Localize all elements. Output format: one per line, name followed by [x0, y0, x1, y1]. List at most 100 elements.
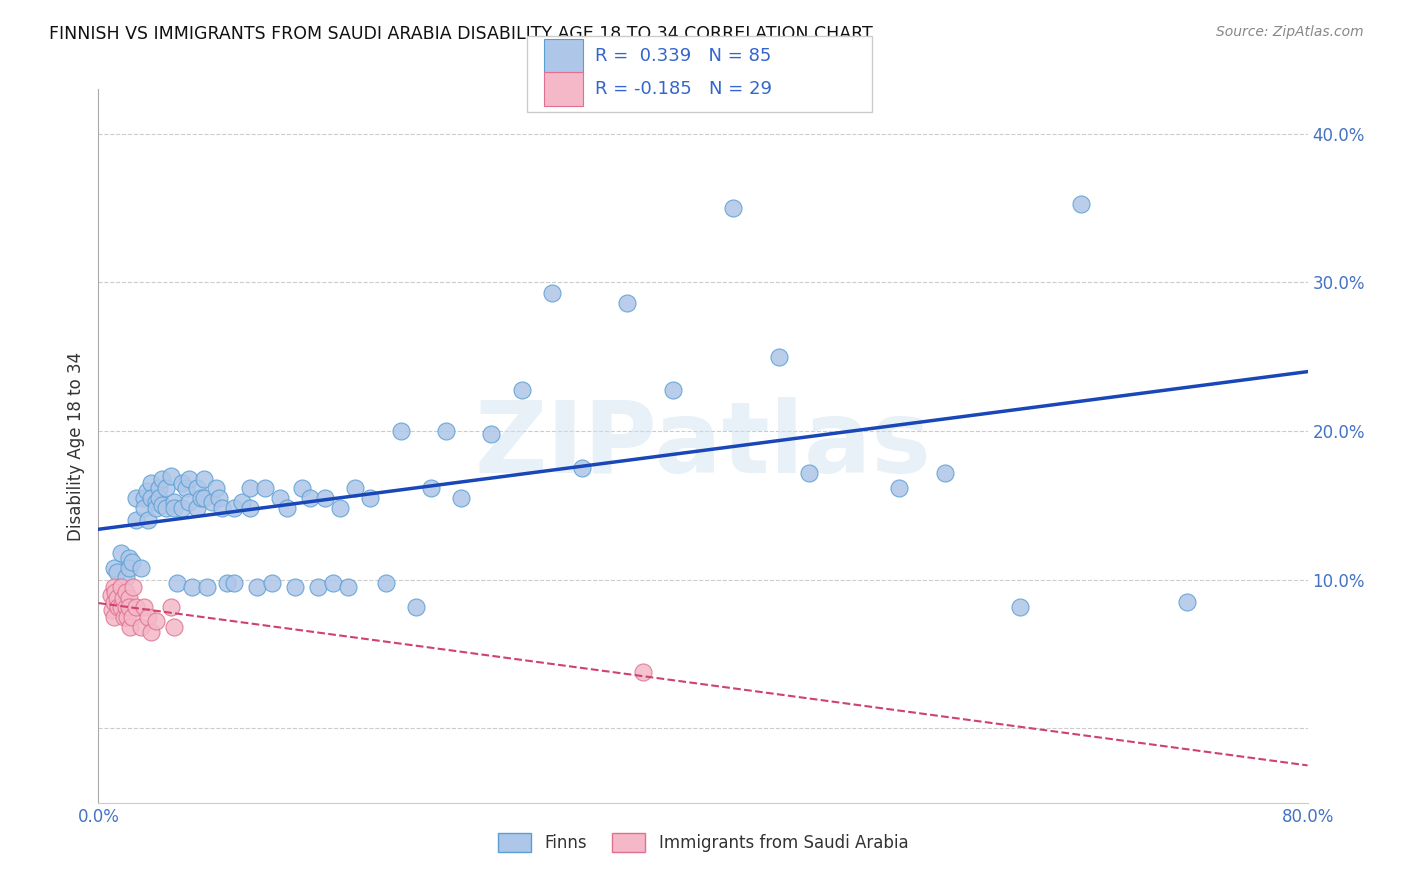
Point: [132, 491, 155, 505]
Point: [420, 481, 443, 495]
Point: [118, 550, 141, 565]
Point: [150, 472, 173, 486]
Point: [141, 476, 163, 491]
Point: [181, 580, 204, 594]
Point: [1070, 196, 1092, 211]
Point: [145, 495, 167, 509]
Point: [114, 570, 136, 584]
Point: [889, 481, 911, 495]
Point: [224, 575, 246, 590]
Point: [110, 599, 132, 614]
Text: ZIPatlas: ZIPatlas: [475, 398, 931, 494]
Point: [262, 575, 284, 590]
Point: [174, 481, 197, 495]
Point: [141, 624, 163, 639]
Point: [193, 472, 215, 486]
Point: [111, 591, 134, 605]
Point: [121, 555, 143, 569]
Point: [291, 481, 314, 495]
Point: [160, 599, 183, 614]
Point: [239, 501, 262, 516]
Text: Source: ZipAtlas.com: Source: ZipAtlas.com: [1216, 25, 1364, 39]
Point: [103, 610, 125, 624]
Point: [118, 599, 141, 614]
Point: [163, 620, 186, 634]
Point: [284, 580, 307, 594]
Point: [114, 584, 136, 599]
Point: [510, 383, 533, 397]
Point: [389, 424, 412, 438]
Point: [631, 665, 654, 679]
Point: [344, 481, 367, 495]
Point: [132, 501, 155, 516]
Point: [150, 499, 173, 513]
Point: [114, 599, 136, 614]
Point: [276, 501, 298, 516]
Text: R = -0.185   N = 29: R = -0.185 N = 29: [595, 80, 772, 98]
Point: [190, 491, 212, 505]
Point: [104, 584, 127, 599]
Point: [336, 580, 359, 594]
Point: [136, 610, 159, 624]
Point: [329, 501, 352, 516]
Point: [269, 491, 291, 505]
Legend: Finns, Immigrants from Saudi Arabia: Finns, Immigrants from Saudi Arabia: [491, 826, 915, 859]
Point: [1175, 595, 1198, 609]
Point: [145, 615, 167, 629]
Point: [231, 495, 253, 509]
Point: [215, 575, 238, 590]
Point: [118, 591, 141, 605]
Point: [540, 285, 562, 300]
Text: R =  0.339   N = 85: R = 0.339 N = 85: [595, 47, 770, 65]
Point: [163, 495, 186, 509]
Point: [141, 491, 163, 505]
Point: [360, 491, 382, 505]
Point: [105, 566, 128, 580]
Point: [186, 501, 208, 516]
Point: [571, 461, 593, 475]
Point: [112, 610, 135, 624]
Point: [1010, 599, 1032, 614]
Point: [101, 602, 124, 616]
Point: [100, 588, 122, 602]
Point: [195, 580, 218, 594]
Point: [110, 580, 132, 594]
Point: [299, 491, 322, 505]
Point: [179, 495, 201, 509]
Point: [136, 513, 159, 527]
Point: [155, 501, 177, 516]
Point: [121, 610, 143, 624]
Point: [224, 501, 246, 516]
Point: [103, 595, 125, 609]
Point: [307, 580, 329, 594]
Point: [374, 575, 396, 590]
Point: [934, 466, 956, 480]
Point: [129, 561, 152, 575]
Point: [125, 599, 148, 614]
Point: [405, 599, 427, 614]
Point: [148, 491, 170, 505]
Point: [246, 580, 269, 594]
Point: [208, 491, 231, 505]
Point: [434, 424, 457, 438]
Point: [120, 620, 142, 634]
Point: [132, 599, 155, 614]
Point: [322, 575, 344, 590]
Point: [166, 575, 188, 590]
Point: [661, 383, 683, 397]
Point: [135, 483, 157, 498]
Point: [160, 468, 183, 483]
Point: [105, 591, 128, 605]
Point: [201, 495, 224, 509]
Point: [145, 501, 167, 516]
Point: [450, 491, 472, 505]
Point: [110, 546, 132, 560]
Point: [155, 481, 177, 495]
Point: [797, 466, 820, 480]
Point: [122, 580, 145, 594]
Point: [186, 481, 208, 495]
Point: [768, 350, 790, 364]
Point: [170, 501, 193, 516]
Point: [193, 491, 215, 505]
Point: [125, 491, 148, 505]
